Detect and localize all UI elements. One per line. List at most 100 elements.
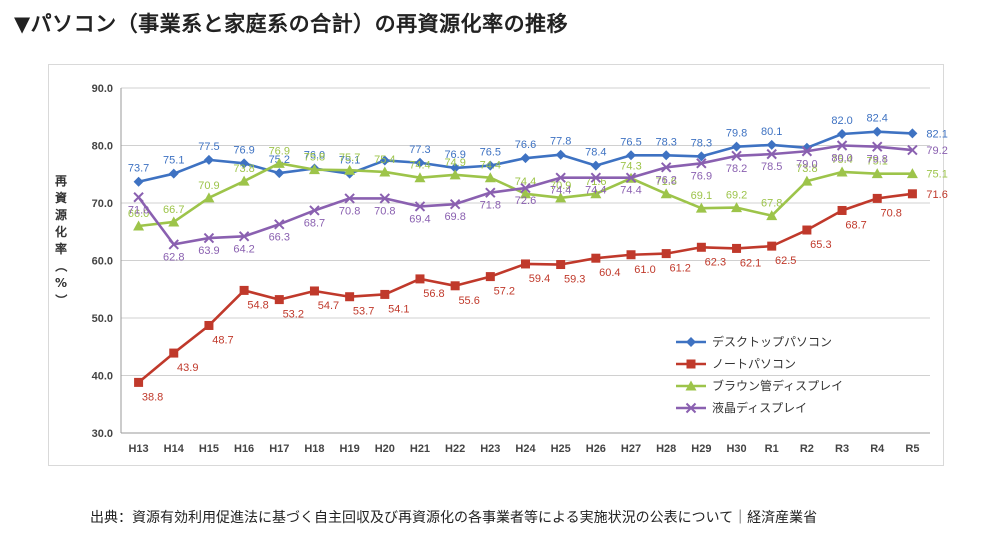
data-point (273, 157, 285, 168)
data-label: 38.8 (142, 391, 163, 403)
y-axis-label-char: ） (54, 294, 69, 306)
data-point (696, 151, 707, 162)
data-point (766, 139, 777, 150)
y-axis-label-char: 率 (55, 241, 67, 256)
data-point (484, 172, 496, 183)
data-point (590, 188, 602, 199)
data-point (450, 281, 460, 291)
data-label: 75.1 (163, 155, 184, 167)
data-point (660, 162, 672, 173)
x-tick-label: H16 (234, 443, 254, 455)
x-tick-label: H30 (726, 443, 746, 455)
data-label: 65.3 (810, 239, 831, 251)
data-label: 71.0 (128, 204, 149, 216)
data-point (203, 232, 215, 244)
x-tick-label: H22 (445, 443, 465, 455)
y-tick-label: 80.0 (92, 141, 113, 153)
data-label: 75.4 (831, 154, 852, 166)
data-label: 61.0 (634, 264, 655, 276)
data-label: 62.3 (705, 256, 726, 268)
data-point (872, 141, 883, 152)
data-point (380, 289, 390, 299)
data-label: 76.9 (691, 170, 712, 182)
data-point (836, 166, 848, 177)
data-point (379, 193, 391, 204)
data-point (801, 175, 813, 186)
data-point (626, 250, 636, 260)
data-label: 70.9 (198, 180, 219, 192)
data-point (731, 141, 742, 152)
data-point (485, 160, 496, 171)
x-tick-label: H18 (304, 443, 324, 455)
data-label: 59.3 (564, 274, 585, 286)
data-label: 76.6 (515, 139, 536, 151)
x-tick-label: H15 (199, 443, 219, 455)
data-label: 53.2 (283, 309, 304, 321)
data-label: 54.8 (247, 299, 268, 311)
y-tick-label: 60.0 (92, 256, 113, 268)
data-point (520, 153, 531, 164)
y-tick-label: 50.0 (92, 313, 113, 325)
data-point (485, 187, 496, 198)
data-point (837, 205, 847, 215)
data-label: 60.4 (599, 267, 620, 279)
data-point (555, 172, 566, 183)
y-tick-label: 90.0 (92, 83, 113, 95)
data-label: 79.0 (796, 158, 817, 170)
x-tick-label: H28 (656, 443, 676, 455)
data-point (344, 164, 356, 175)
data-point (801, 146, 813, 157)
data-label: 79.2 (926, 145, 947, 157)
data-point (696, 158, 707, 169)
x-tick-label: H21 (410, 443, 430, 455)
data-label: 75.1 (339, 155, 360, 167)
data-point (309, 286, 319, 296)
data-label: 76.9 (233, 144, 254, 156)
data-point (660, 188, 672, 199)
data-point (345, 292, 355, 302)
data-point (625, 172, 637, 183)
data-label: 74.4 (550, 185, 571, 197)
data-label: 69.4 (409, 213, 430, 225)
data-point (695, 202, 707, 213)
data-point (344, 193, 355, 204)
data-label: 76.5 (480, 147, 501, 159)
data-point (591, 253, 601, 263)
data-label: 59.4 (529, 273, 550, 285)
data-point (520, 188, 531, 199)
data-point (133, 176, 144, 187)
data-point (203, 192, 215, 203)
data-point (590, 172, 602, 183)
x-tick-label: H27 (621, 443, 641, 455)
y-axis-label-char: 再 (55, 174, 67, 188)
data-label: 74.9 (444, 157, 465, 169)
data-point (907, 189, 917, 199)
data-point (274, 219, 285, 230)
data-label: 76.2 (655, 174, 676, 186)
data-point (521, 259, 530, 269)
y-axis-label-char: 源 (55, 207, 67, 222)
legend-marker (686, 337, 696, 347)
chart-frame (48, 64, 944, 466)
data-label: 75.8 (304, 152, 325, 164)
data-label: 80.1 (761, 126, 782, 138)
data-label: 54.7 (318, 300, 339, 312)
data-label: 74.3 (620, 160, 641, 172)
data-label: 57.2 (494, 286, 515, 298)
data-point (802, 225, 812, 235)
data-label: 70.9 (550, 180, 571, 192)
data-point (766, 148, 777, 160)
data-label: 70.8 (881, 207, 902, 219)
data-point (414, 157, 425, 168)
data-label: 70.8 (374, 205, 395, 217)
data-label: 54.1 (388, 303, 409, 315)
data-point (168, 216, 180, 227)
x-tick-label: H29 (691, 443, 711, 455)
data-point (414, 201, 426, 212)
data-label: 66.3 (269, 231, 290, 243)
data-point (239, 158, 250, 169)
legend-label: ノートパソコン (712, 357, 796, 371)
x-tick-label: H13 (128, 443, 148, 455)
data-point (238, 231, 250, 242)
data-label: 82.0 (831, 115, 852, 127)
